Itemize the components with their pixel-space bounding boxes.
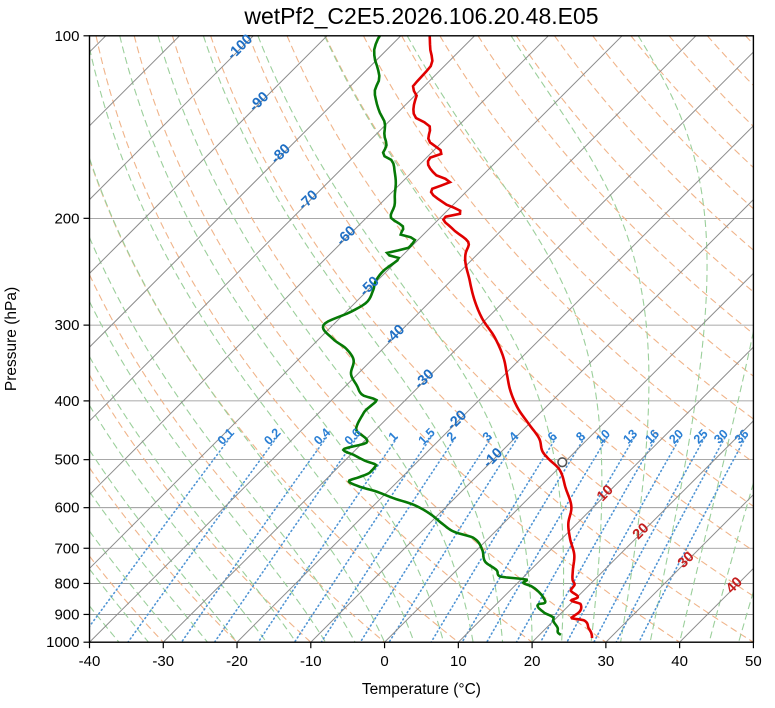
svg-text:30: 30 bbox=[598, 653, 615, 670]
svg-text:500: 500 bbox=[54, 452, 79, 469]
svg-text:50: 50 bbox=[745, 653, 762, 670]
svg-text:Temperature (°C): Temperature (°C) bbox=[362, 681, 481, 698]
svg-text:200: 200 bbox=[54, 210, 79, 227]
svg-text:-40: -40 bbox=[79, 653, 101, 670]
svg-text:700: 700 bbox=[54, 540, 79, 557]
svg-text:-20: -20 bbox=[226, 653, 248, 670]
svg-text:20: 20 bbox=[524, 653, 541, 670]
svg-text:400: 400 bbox=[54, 393, 79, 410]
svg-text:-30: -30 bbox=[152, 653, 174, 670]
svg-text:1000: 1000 bbox=[46, 634, 79, 651]
svg-text:-10: -10 bbox=[300, 653, 322, 670]
svg-text:800: 800 bbox=[54, 575, 79, 592]
svg-text:0: 0 bbox=[380, 653, 388, 670]
svg-text:Pressure (hPa): Pressure (hPa) bbox=[3, 287, 20, 391]
svg-text:300: 300 bbox=[54, 317, 79, 334]
svg-text:600: 600 bbox=[54, 500, 79, 517]
svg-text:10: 10 bbox=[450, 653, 467, 670]
svg-text:100: 100 bbox=[54, 28, 79, 45]
svg-text:wetPf2_C2E5.2026.106.20.48.E05: wetPf2_C2E5.2026.106.20.48.E05 bbox=[243, 3, 598, 29]
svg-text:900: 900 bbox=[54, 606, 79, 623]
svg-text:40: 40 bbox=[671, 653, 688, 670]
